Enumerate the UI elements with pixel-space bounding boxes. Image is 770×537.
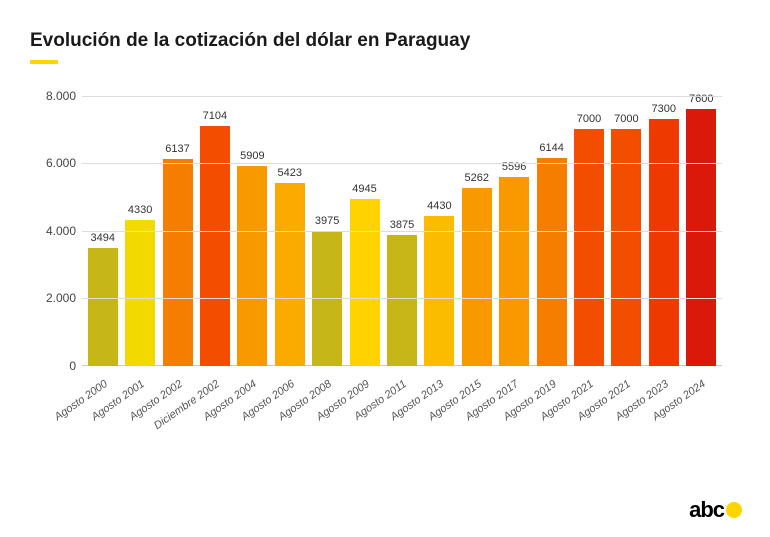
grid-line [82,96,722,97]
bar: 5423 [275,183,305,366]
bar-value-label: 5423 [277,167,301,179]
title-underline [30,60,58,64]
bar-value-label: 3975 [315,215,339,227]
x-axis-labels: Agosto 2000Agosto 2001Agosto 2002Diciemb… [82,370,722,450]
bar: 7300 [649,119,679,365]
bar-value-label: 7000 [577,113,601,125]
bar: 5262 [462,188,492,366]
y-axis-label: 0 [34,359,76,373]
chart-page: Evolución de la cotización del dólar en … [0,0,770,537]
y-axis-label: 8.000 [34,89,76,103]
grid-line [82,231,722,232]
grid-line [82,163,722,164]
bar-value-label: 7300 [652,103,676,115]
bar: 3875 [387,235,417,366]
brand-logo: abc [689,497,742,523]
bar-value-label: 3875 [390,219,414,231]
bar-value-label: 5262 [465,172,489,184]
bar: 6144 [537,158,567,365]
chart-title: Evolución de la cotización del dólar en … [30,28,740,54]
bar: 7104 [200,126,230,366]
bar-value-label: 5909 [240,150,264,162]
y-axis-label: 4.000 [34,224,76,238]
bar-value-label: 6144 [539,142,563,154]
bar-value-label: 4330 [128,204,152,216]
bar-value-label: 7104 [203,110,227,122]
x-label-column: Agosto 2024 [686,370,716,450]
chart-area: 3494433061377104590954233975494538754430… [34,86,734,446]
bar: 7600 [686,109,716,366]
bar: 4430 [424,216,454,366]
title-block: Evolución de la cotización del dólar en … [30,28,740,64]
bar: 6137 [163,159,193,366]
bar: 7000 [574,129,604,365]
y-axis-label: 6.000 [34,156,76,170]
bar: 5596 [499,177,529,366]
bar: 4330 [125,220,155,366]
bar: 4945 [350,199,380,366]
bar-value-label: 6137 [165,143,189,155]
bar: 3494 [88,248,118,366]
logo-text: abc [689,497,724,523]
bar: 7000 [611,129,641,365]
bar-value-label: 3494 [90,232,114,244]
bar-value-label: 4945 [352,183,376,195]
logo-dot-icon [726,502,742,518]
bar: 5909 [237,166,267,365]
bar-value-label: 4430 [427,200,451,212]
plot-area: 3494433061377104590954233975494538754430… [82,96,722,366]
bar-value-label: 7000 [614,113,638,125]
grid-line [82,298,722,299]
y-axis-label: 2.000 [34,291,76,305]
